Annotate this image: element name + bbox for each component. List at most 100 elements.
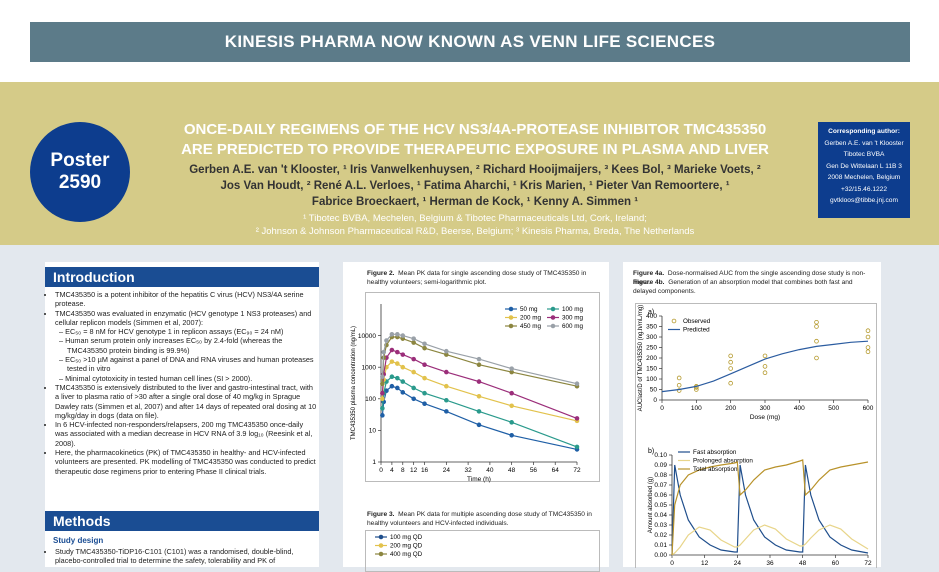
y-tick-label: 0 xyxy=(653,397,657,404)
middle-column xyxy=(343,262,609,567)
legend-marker xyxy=(378,551,384,557)
data-point xyxy=(476,379,482,384)
x-tick-label: 60 xyxy=(832,560,840,567)
y-tick-label: 0.09 xyxy=(654,462,667,469)
data-point xyxy=(389,347,395,353)
legend-marker xyxy=(550,323,556,329)
y-tick-label: 0.02 xyxy=(654,532,667,539)
data-point xyxy=(422,341,427,347)
legend-marker xyxy=(508,315,514,320)
x-tick-label: 500 xyxy=(828,405,839,412)
data-point xyxy=(762,353,768,359)
data-point xyxy=(865,328,871,334)
x-tick-label: 12 xyxy=(410,467,418,474)
data-point xyxy=(476,362,482,367)
data-point xyxy=(400,379,406,384)
data-point xyxy=(476,409,482,414)
sub-bullet: Human serum protein only increases EC₅₀ … xyxy=(65,336,317,355)
data-point xyxy=(389,374,395,380)
x-tick-label: 24 xyxy=(734,560,742,567)
y-tick-label: 0.00 xyxy=(654,552,667,559)
y-tick-label: 10000 xyxy=(358,333,376,340)
corresponding-author: Corresponding author: Gerben A.E. van 't … xyxy=(818,122,910,218)
data-point xyxy=(380,381,385,387)
x-tick-label: 64 xyxy=(552,467,560,474)
caption: Figure 4a. Dose-normalised AUC from the … xyxy=(633,270,873,287)
data-point xyxy=(476,393,482,399)
legend-label: Prolonged absorption xyxy=(693,458,753,465)
legend-label: 100 mg QD xyxy=(390,534,423,541)
legend-label: Total absorption xyxy=(693,466,738,473)
legend-marker xyxy=(508,306,514,312)
data-point xyxy=(381,349,387,355)
legend-label: Fast absorption xyxy=(693,449,737,456)
author-line: Fabrice Broeckaert, ¹ Herman de Kock, ¹ … xyxy=(311,196,639,208)
x-tick-label: 56 xyxy=(530,467,538,474)
caption-text: Dose-normalised AUC from the single asce… xyxy=(633,270,866,286)
affiliation: ² Johnson & Johnson Pharmaceutical R&D, … xyxy=(255,226,695,237)
data-point xyxy=(574,416,580,421)
data-point xyxy=(380,406,385,411)
poster-label: Poster xyxy=(50,150,110,171)
x-tick-label: 72 xyxy=(864,560,872,567)
x-tick-label: 32 xyxy=(464,467,472,474)
y-tick-label: 0.06 xyxy=(654,492,667,499)
data-point xyxy=(400,333,406,338)
x-tick-label: 0 xyxy=(660,405,664,412)
title-line: ONCE-DAILY REGIMENS OF THE HCV NS3/4A-PR… xyxy=(183,121,767,138)
bullet: In 6 HCV-infected non-responders/relapse… xyxy=(55,420,317,448)
x-tick-label: 8 xyxy=(401,467,405,474)
data-point xyxy=(380,390,385,396)
data-point xyxy=(400,390,406,395)
legend-label: Predicted xyxy=(683,327,710,334)
x-axis-label: Dose (mg) xyxy=(750,414,780,421)
x-tick-label: 600 xyxy=(863,405,874,412)
caption-text: Mean PK data for multiple ascending dose… xyxy=(367,511,592,527)
legend-label: 400 mg QD xyxy=(390,551,423,558)
data-point xyxy=(395,349,400,355)
data-point xyxy=(814,338,819,344)
data-point xyxy=(411,340,416,345)
y-tick-label: 100 xyxy=(365,396,376,403)
data-point xyxy=(395,361,400,366)
banner: KINESIS PHARMA NOW KNOWN AS VENN LIFE SC… xyxy=(30,22,910,62)
legend-marker xyxy=(550,306,556,312)
data-point xyxy=(422,345,427,351)
corr-line: Gen De Wittelaan L 11B 3 xyxy=(826,162,902,170)
data-point xyxy=(422,401,427,406)
data-point xyxy=(676,388,682,393)
bullet-text: TMC435350 is a potent inhibitor of the h… xyxy=(55,290,304,309)
data-point xyxy=(728,366,733,371)
data-point xyxy=(574,381,580,387)
y-tick-label: 50 xyxy=(650,387,658,394)
section-heading: Introduction xyxy=(45,267,319,287)
x-tick-label: 0 xyxy=(670,560,674,567)
data-point xyxy=(400,364,406,370)
bullet-list: Study TMC435350-TiDP16-C101 (C101) was a… xyxy=(47,547,317,566)
author-line: Jos Van Houdt, ² René A.L. Verloes, ¹ Fa… xyxy=(220,180,730,192)
bullet-text: TMC435350 was evaluated in enzymatic (HC… xyxy=(55,308,312,327)
data-point xyxy=(476,356,482,362)
legend-label: 450 mg xyxy=(520,323,542,330)
figure-frame xyxy=(365,292,600,482)
y-tick-label: 1000 xyxy=(362,364,377,371)
legend-label: 600 mg xyxy=(562,323,584,330)
corr-line: Gerben A.E. van 't Klooster xyxy=(824,139,904,147)
y-tick-label: 0.05 xyxy=(654,502,667,509)
y-tick-label: 0.03 xyxy=(654,522,667,529)
title-band xyxy=(0,82,939,245)
legend-label: 300 mg xyxy=(562,315,584,322)
data-point xyxy=(728,359,733,365)
y-axis-label: AUClast/D of TMC435350 (ng.h/mL/mg) xyxy=(638,305,644,412)
data-point xyxy=(389,331,395,337)
caption-text: Generation of an absorption model that c… xyxy=(633,279,853,295)
legend-label: 50 mg xyxy=(520,306,538,313)
x-tick-label: 300 xyxy=(760,405,771,412)
caption-label: Figure 3. xyxy=(367,511,395,518)
x-tick-label: 200 xyxy=(725,405,736,412)
x-tick-label: 0 xyxy=(379,467,383,474)
sub-bullet: Minimal cytotoxicity in tested human cel… xyxy=(65,374,317,383)
caption: Figure 2. Mean PK data for single ascend… xyxy=(367,270,597,287)
x-axis-label: Time (h) xyxy=(467,476,491,483)
methods-text: Study TMC435350-TiDP16-C101 (C101) was a… xyxy=(47,547,317,566)
